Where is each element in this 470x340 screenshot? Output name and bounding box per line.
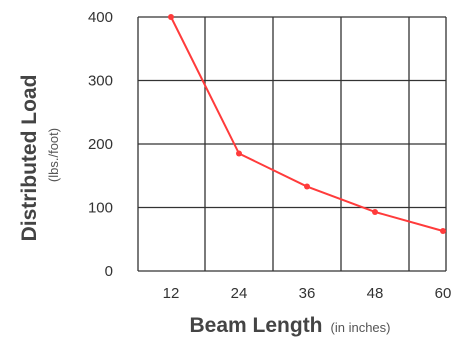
data-point <box>304 183 310 190</box>
x-tick-label: 36 <box>299 285 316 302</box>
y-tick-label: 400 <box>88 9 113 26</box>
x-tick-label: 24 <box>231 285 248 302</box>
series-line <box>170 16 444 232</box>
y-tick-label: 100 <box>88 200 113 217</box>
data-point <box>236 150 242 157</box>
y-tick-label: 0 <box>105 263 113 280</box>
x-tick-label: 12 <box>163 285 180 302</box>
y-tick-label: 200 <box>88 136 113 153</box>
grid <box>137 16 447 272</box>
x-axis-unit: (in inches) <box>331 320 391 335</box>
x-tick-label: 60 <box>435 285 452 302</box>
x-axis-label-group: Beam Length (in inches) <box>190 314 391 337</box>
y-axis-label: Distributed Load <box>18 75 41 242</box>
data-point <box>440 227 446 234</box>
data-point <box>168 14 174 20</box>
y-tick-labels: 0 100 200 300 400 <box>88 9 113 280</box>
data-point <box>372 208 378 215</box>
series-group <box>168 14 446 234</box>
x-tick-label: 48 <box>367 285 384 302</box>
y-axis-unit: (lbs./foot) <box>46 128 61 182</box>
y-tick-label: 300 <box>88 73 113 90</box>
x-tick-labels: 12 24 36 48 60 <box>163 285 452 302</box>
x-axis-label: Beam Length <box>190 314 323 337</box>
